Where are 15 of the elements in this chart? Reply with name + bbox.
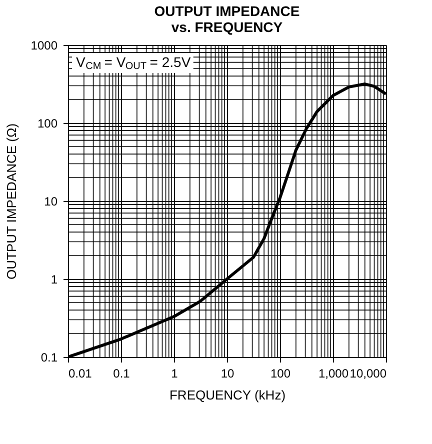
x-tick-label: 10,000 <box>350 366 387 380</box>
y-axis-title: OUTPUT IMPEDANCE (Ω) <box>4 123 19 280</box>
x-tick-label: 0.1 <box>113 366 130 380</box>
x-tick-label: 0.01 <box>68 366 92 380</box>
x-tick-label: 100 <box>270 366 291 380</box>
x-tick-label: 10 <box>220 366 234 380</box>
x-axis-title: FREQUENCY (kHz) <box>169 388 286 402</box>
y-tick-label: 0.1 <box>40 350 58 364</box>
y-tick-label: 1 <box>50 272 58 286</box>
x-tick-label: 1,000 <box>318 366 349 380</box>
chart-title: OUTPUT IMPEDANCE vs. FREQUENCY <box>154 3 300 35</box>
y-tick-label: 10 <box>44 194 58 208</box>
x-tick-label: 1 <box>171 366 178 380</box>
y-tick-label: 100 <box>37 116 58 130</box>
y-tick-label: 1000 <box>30 38 58 52</box>
